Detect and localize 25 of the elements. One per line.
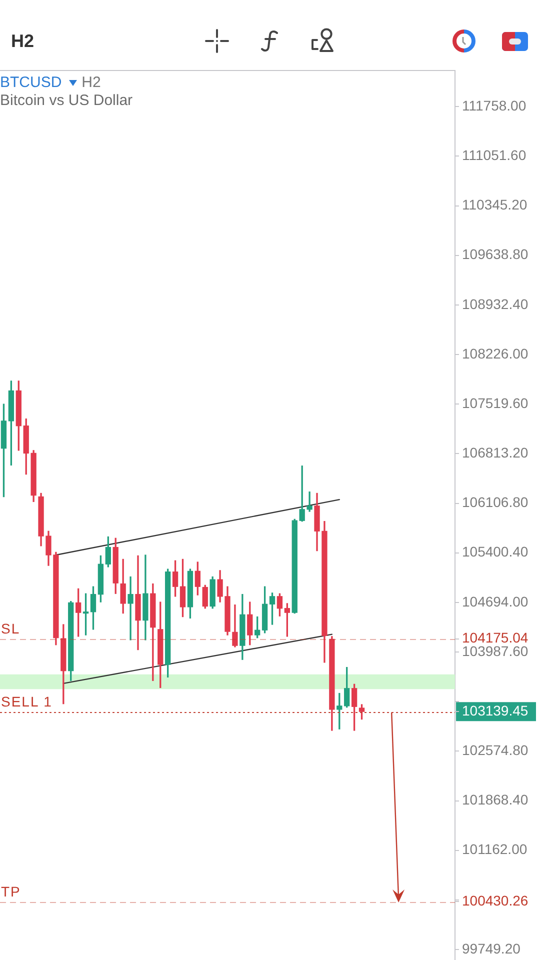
y-tick-label: 105400.40	[462, 544, 528, 560]
y-tick-label: 107519.60	[462, 394, 528, 411]
annotation: H2	[82, 74, 101, 92]
ref-line-label: SELL 1	[1, 694, 52, 710]
text: H2	[11, 31, 34, 51]
y-tick-label: 106106.80	[462, 494, 528, 510]
y-tick-label: 111051.60	[462, 147, 526, 164]
y-tick-label: 108226.00	[462, 345, 528, 362]
candlestick	[128, 576, 134, 640]
y-tick-label: 100430.26	[462, 892, 528, 909]
y-tick-label: 111758.00	[462, 98, 526, 114]
y-tick-label: 110345.20	[462, 196, 528, 213]
y-tick-label: 101868.40	[462, 792, 528, 808]
y-tick-label: 102574.80	[462, 742, 528, 758]
ref-line-label: SL	[1, 620, 20, 636]
y-tick-label: 103139.45	[462, 702, 528, 718]
y-tick-label: 108932.40	[462, 296, 528, 312]
y-tick-label: 104694.00	[462, 593, 528, 610]
y-tick-label: 101162.00	[462, 841, 528, 858]
y-tick-label: 99749.20	[462, 940, 521, 956]
text: Bitcoin vs US Dollar	[0, 92, 133, 110]
ref-line-label: TP	[1, 884, 21, 900]
chart-title: BTCUSD	[0, 74, 62, 92]
y-tick-label: 106813.20	[462, 444, 528, 461]
y-tick-label: 109638.80	[462, 246, 528, 262]
